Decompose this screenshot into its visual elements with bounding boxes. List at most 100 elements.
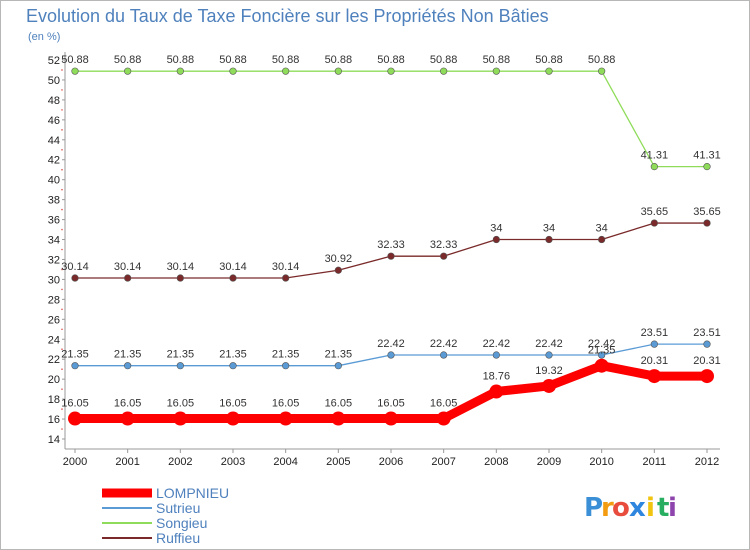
x-tick-label: 2000 <box>63 456 87 468</box>
y-minor-tick <box>61 188 63 191</box>
legend-label: LOMPNIEU <box>156 485 229 501</box>
y-tick-label: 26 <box>48 314 60 326</box>
data-point <box>124 362 132 370</box>
legend-item-lompnieu: LOMPNIEU <box>102 485 229 501</box>
data-label: 50.88 <box>377 54 405 66</box>
logo-letter: P <box>584 493 603 523</box>
data-label: 21.35 <box>272 349 300 361</box>
data-point <box>492 235 500 244</box>
data-point <box>387 351 395 359</box>
data-point <box>71 362 79 370</box>
y-axis-unit: (en %) <box>28 31 60 43</box>
data-point <box>545 67 553 75</box>
y-tick-label: 38 <box>48 195 60 207</box>
x-tick-label: 2011 <box>643 456 667 468</box>
data-point <box>594 358 609 373</box>
data-label: 30.92 <box>325 253 353 265</box>
data-point <box>71 274 79 282</box>
data-label: 19.32 <box>535 365 563 377</box>
data-label: 21.35 <box>167 349 195 361</box>
data-label: 21.35 <box>325 349 353 361</box>
data-label: 30.14 <box>167 261 195 273</box>
data-label: 23.51 <box>693 327 721 339</box>
data-point <box>545 235 553 244</box>
y-minor-tick <box>61 348 63 351</box>
y-tick-label: 46 <box>48 115 60 127</box>
data-point <box>598 67 606 75</box>
data-label: 16.05 <box>219 398 247 410</box>
data-point <box>598 235 606 244</box>
y-tick-label: 30 <box>48 274 60 286</box>
legend-label: Songieu <box>156 515 207 531</box>
legend-item-ruffieu: Ruffieu <box>102 530 200 546</box>
y-minor-tick <box>61 89 63 91</box>
data-label: 34 <box>490 223 502 235</box>
y-tick-label: 44 <box>48 135 60 147</box>
data-label: 18.76 <box>483 371 511 383</box>
data-point <box>700 369 714 384</box>
logo-letter: i <box>668 493 677 523</box>
y-tick-label: 20 <box>48 374 60 386</box>
data-point <box>384 411 398 426</box>
data-point <box>282 274 290 282</box>
y-tick-label: 42 <box>48 155 60 167</box>
data-point <box>440 67 448 75</box>
y-minor-tick <box>61 148 63 151</box>
data-label: 50.88 <box>219 54 247 66</box>
data-label: 22.42 <box>483 338 511 350</box>
data-label: 34 <box>543 223 555 235</box>
data-point <box>387 252 395 260</box>
data-label: 35.65 <box>641 206 669 218</box>
data-point <box>703 219 711 227</box>
axes: 14 16 18 20 22 24 26 28 30 32 34 36 38 40 42 44 46 48 50 52… <box>48 52 720 468</box>
data-label: 21.35 <box>588 345 616 357</box>
y-minor-tick <box>61 129 63 131</box>
data-label: 30.14 <box>61 261 89 273</box>
y-tick-label: 24 <box>48 334 60 346</box>
y-minor-tick <box>61 328 63 331</box>
y-minor-tick <box>61 69 63 71</box>
y-tick-label: 22 <box>48 354 60 366</box>
data-point <box>598 351 606 359</box>
data-label: 22.42 <box>588 338 616 350</box>
y-tick-label: 40 <box>48 175 60 187</box>
data-label: 21.35 <box>114 349 142 361</box>
x-tick-label: 2007 <box>431 456 455 468</box>
data-label: 32.33 <box>430 239 458 251</box>
data-label: 22.42 <box>535 338 563 350</box>
data-label: 30.14 <box>272 261 300 273</box>
y-tick-label: 36 <box>48 215 60 227</box>
x-tick-label: 2010 <box>589 456 613 468</box>
data-point <box>440 252 448 260</box>
data-label: 23.51 <box>641 327 669 339</box>
y-minor-tick <box>61 288 63 291</box>
data-label: 50.88 <box>430 54 458 66</box>
x-tick-label: 2001 <box>115 456 139 468</box>
data-label: 16.05 <box>430 398 458 410</box>
y-tick-label: 18 <box>48 394 60 406</box>
data-label: 16.05 <box>325 398 353 410</box>
data-point <box>650 219 658 227</box>
legend-label: Ruffieu <box>156 530 200 546</box>
data-point <box>387 67 395 75</box>
data-point <box>120 411 135 426</box>
data-point <box>278 411 293 426</box>
data-point <box>124 67 132 75</box>
logo-letter: x <box>629 493 646 523</box>
logo-letter: t <box>657 493 669 523</box>
data-point <box>545 351 553 359</box>
data-point <box>176 362 184 370</box>
data-label: 50.88 <box>272 54 300 66</box>
x-tick-label: 2002 <box>168 456 192 468</box>
legend-item-songieu: Songieu <box>102 515 207 531</box>
data-point <box>68 411 82 426</box>
y-tick-label: 32 <box>48 254 60 266</box>
y-minor-tick <box>61 228 63 231</box>
data-point <box>650 340 658 348</box>
y-tick-label: 50 <box>48 75 60 87</box>
series-line <box>74 70 708 168</box>
data-point <box>71 67 79 75</box>
data-point <box>440 351 448 359</box>
y-tick-label: 14 <box>48 434 60 446</box>
